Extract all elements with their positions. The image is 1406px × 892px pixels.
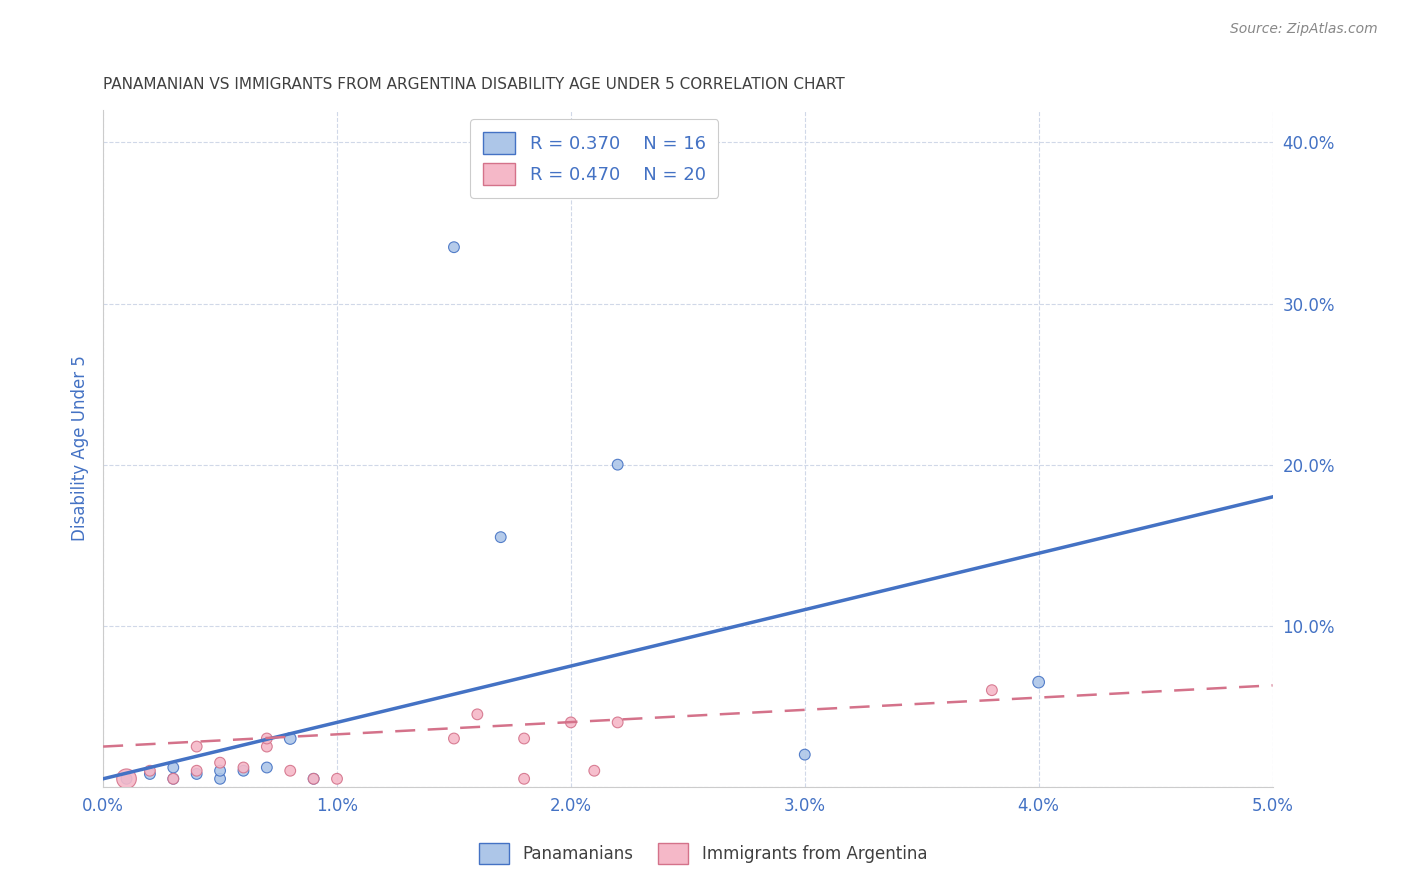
Point [467, 707, 489, 722]
Point [606, 715, 628, 730]
Point [115, 772, 138, 786]
Point [256, 760, 278, 774]
Point [139, 767, 162, 781]
Point [326, 772, 349, 786]
Point [186, 764, 208, 778]
Point [209, 764, 232, 778]
Point [256, 739, 278, 754]
Point [186, 767, 208, 781]
Point [560, 715, 582, 730]
Point [162, 772, 184, 786]
Text: Source: ZipAtlas.com: Source: ZipAtlas.com [1230, 22, 1378, 37]
Point [278, 731, 301, 746]
Point [606, 458, 628, 472]
Legend: Panamanians, Immigrants from Argentina: Panamanians, Immigrants from Argentina [472, 837, 934, 871]
Point [513, 731, 536, 746]
Point [302, 772, 325, 786]
Point [1028, 675, 1050, 690]
Point [186, 739, 208, 754]
Point [302, 772, 325, 786]
Point [278, 764, 301, 778]
Point [209, 772, 232, 786]
Title: PANAMANIAN VS IMMIGRANTS FROM ARGENTINA DISABILITY AGE UNDER 5 CORRELATION CHART: PANAMANIAN VS IMMIGRANTS FROM ARGENTINA … [103, 78, 845, 93]
Point [139, 764, 162, 778]
Point [513, 772, 536, 786]
Point [209, 756, 232, 770]
Point [793, 747, 815, 762]
Point [115, 772, 138, 786]
Legend: R = 0.370    N = 16, R = 0.470    N = 20: R = 0.370 N = 16, R = 0.470 N = 20 [470, 120, 718, 198]
Point [232, 760, 254, 774]
Point [162, 772, 184, 786]
Point [583, 764, 606, 778]
Y-axis label: Disability Age Under 5: Disability Age Under 5 [72, 356, 89, 541]
Point [980, 683, 1002, 698]
Point [489, 530, 512, 544]
Point [256, 731, 278, 746]
Point [162, 760, 184, 774]
Point [443, 731, 465, 746]
Point [443, 240, 465, 254]
Point [232, 764, 254, 778]
